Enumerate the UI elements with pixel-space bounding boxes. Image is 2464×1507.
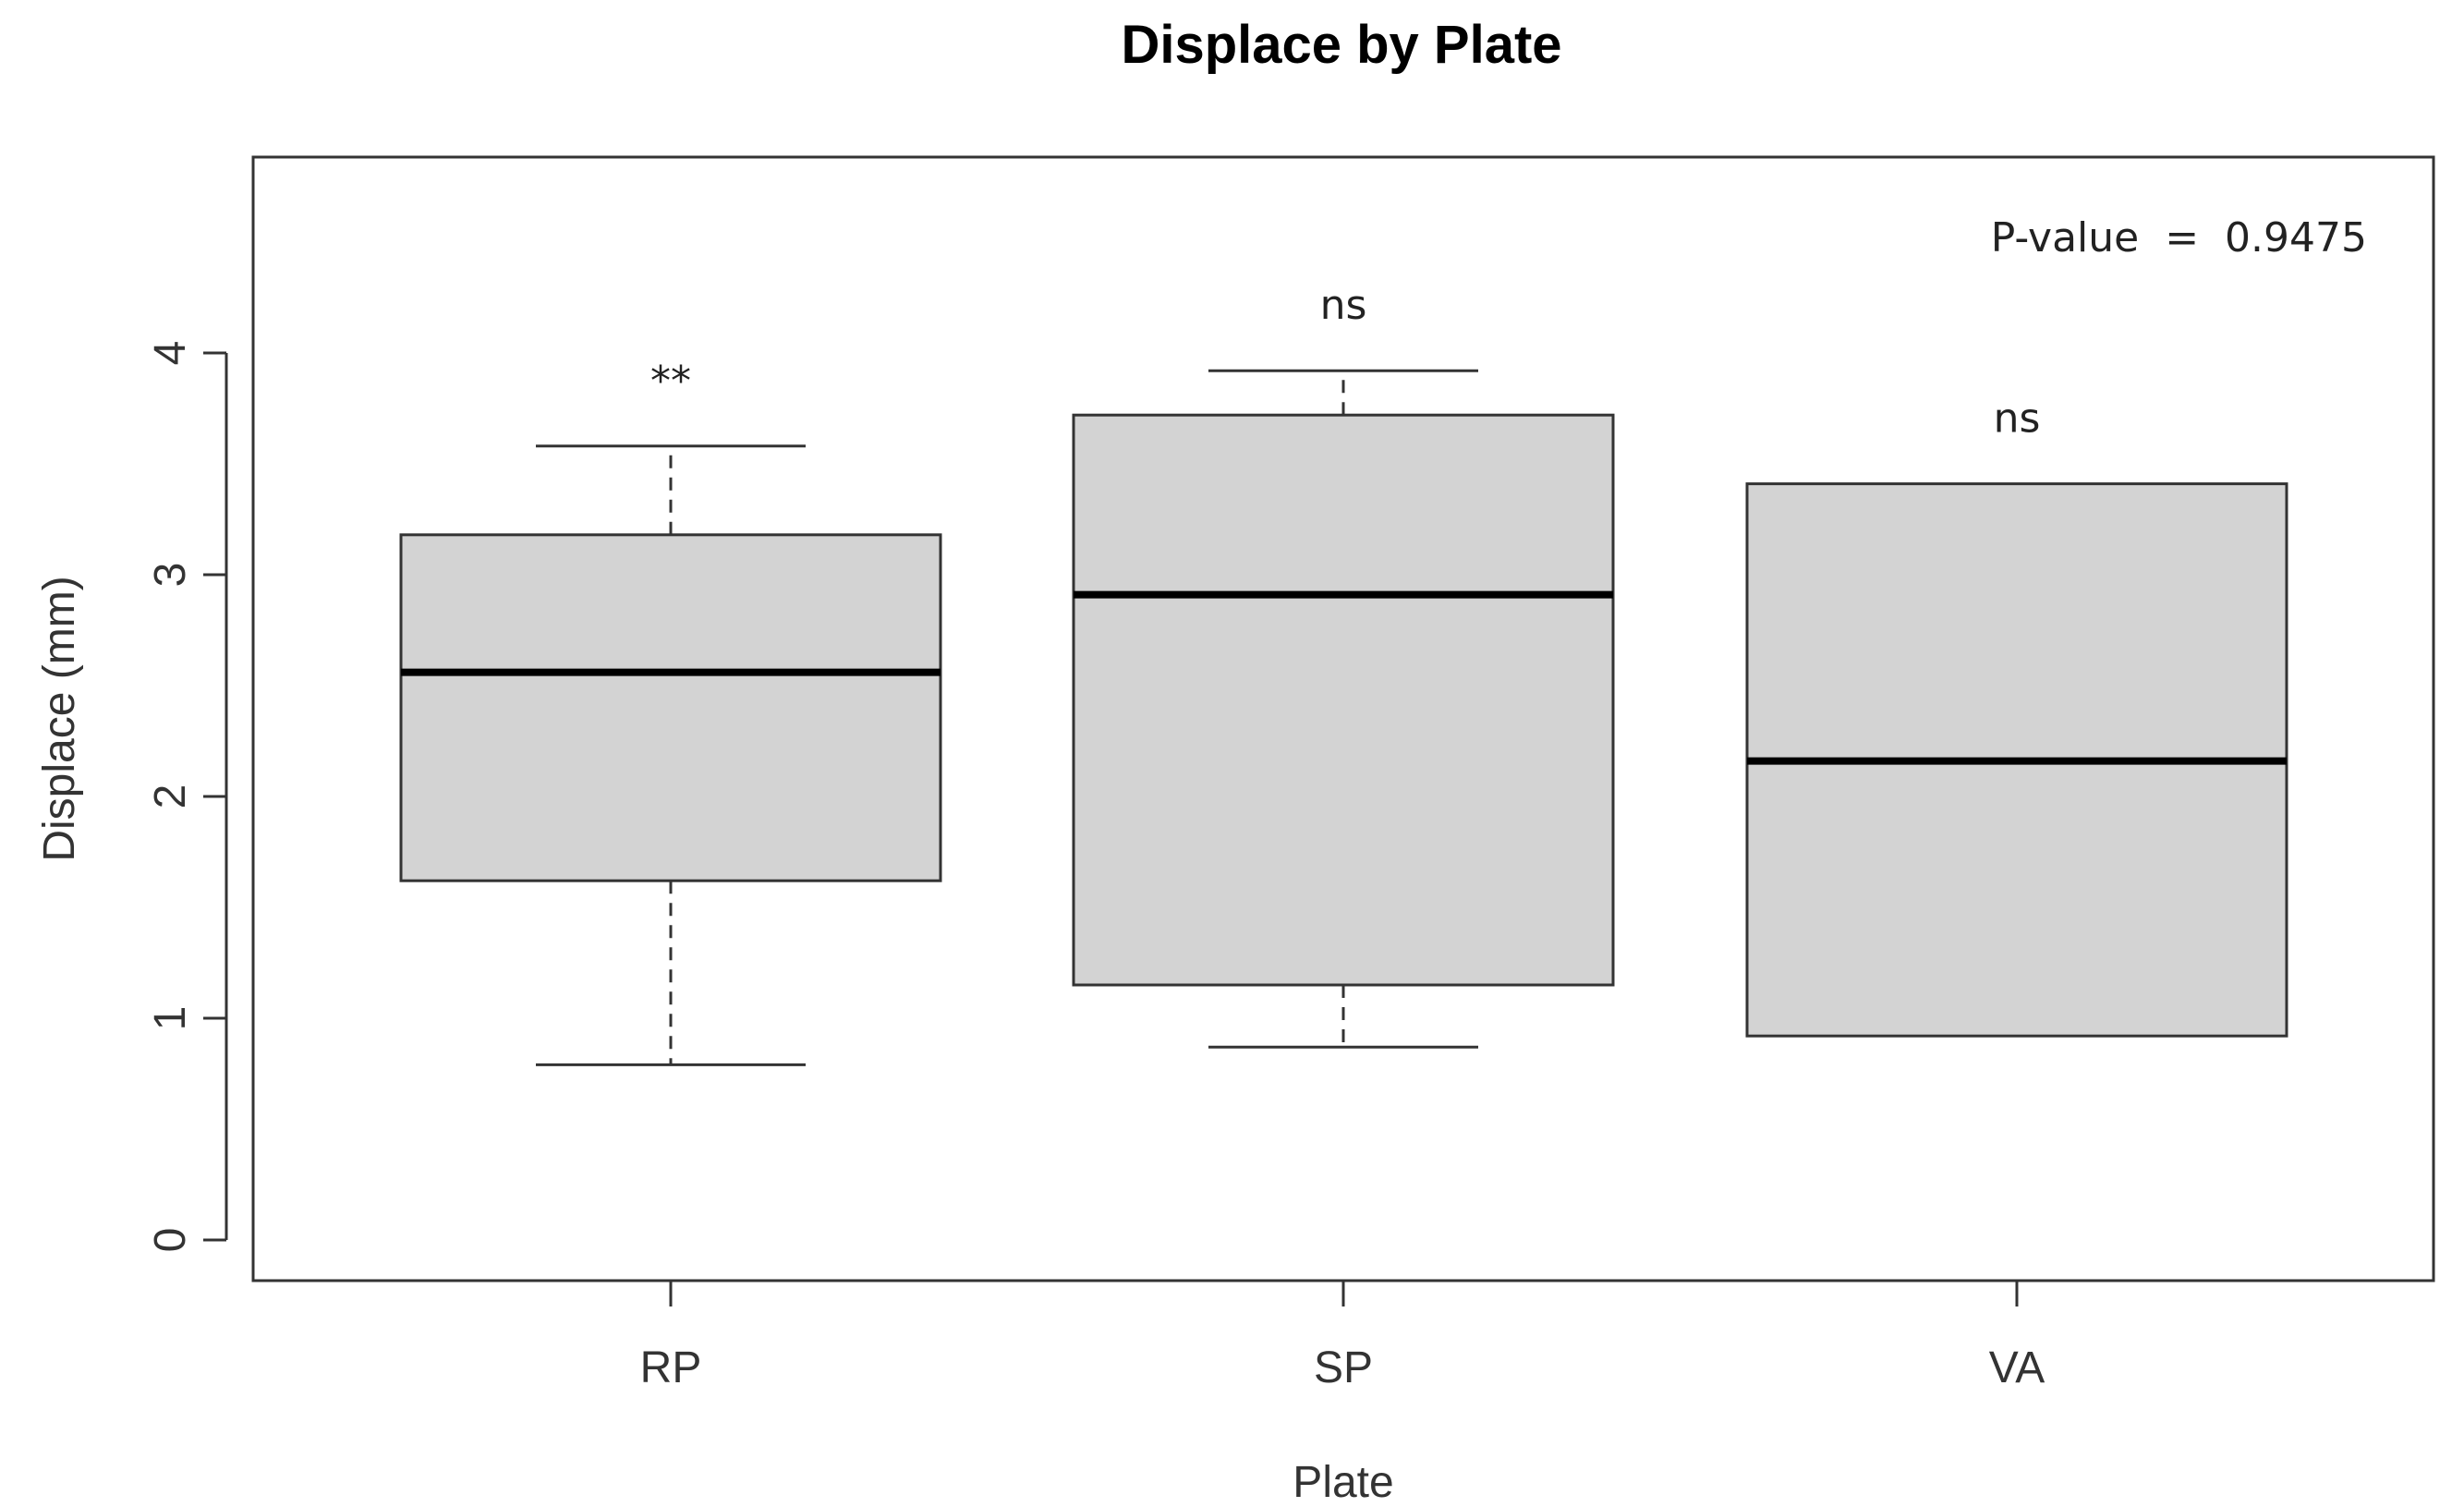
y-tick-label: 3 <box>146 563 195 588</box>
box-rp: ** <box>399 358 942 1066</box>
p-value-label: P-value = 0.9475 <box>1991 214 2367 261</box>
x-axis-label: Plate <box>1293 1458 1393 1507</box>
y-axis: 0 1 2 3 4 <box>146 341 228 1253</box>
y-tick-label: 2 <box>146 784 195 809</box>
box-group: ** ns ns <box>399 282 2288 1066</box>
chart-title: Displace by Plate <box>1121 15 1561 75</box>
significance-label: ns <box>1320 282 1367 329</box>
x-tick-label: SP <box>1314 1343 1373 1392</box>
x-tick-label: VA <box>1989 1343 2045 1392</box>
x-tick-label: RP <box>640 1343 702 1392</box>
y-tick-label: 0 <box>146 1228 195 1253</box>
box-sp: ns <box>1072 282 1615 1049</box>
significance-label: ns <box>1994 395 2041 443</box>
x-axis: RP SP VA <box>640 1281 2045 1392</box>
box-va: ns <box>1745 395 2288 1038</box>
y-tick-label: 4 <box>146 341 195 366</box>
iqr-box <box>1072 413 1615 987</box>
significance-label: ** <box>650 358 691 405</box>
iqr-box <box>399 533 942 882</box>
y-tick-label: 1 <box>146 1006 195 1031</box>
y-axis-label: Displace (mm) <box>35 576 84 861</box>
